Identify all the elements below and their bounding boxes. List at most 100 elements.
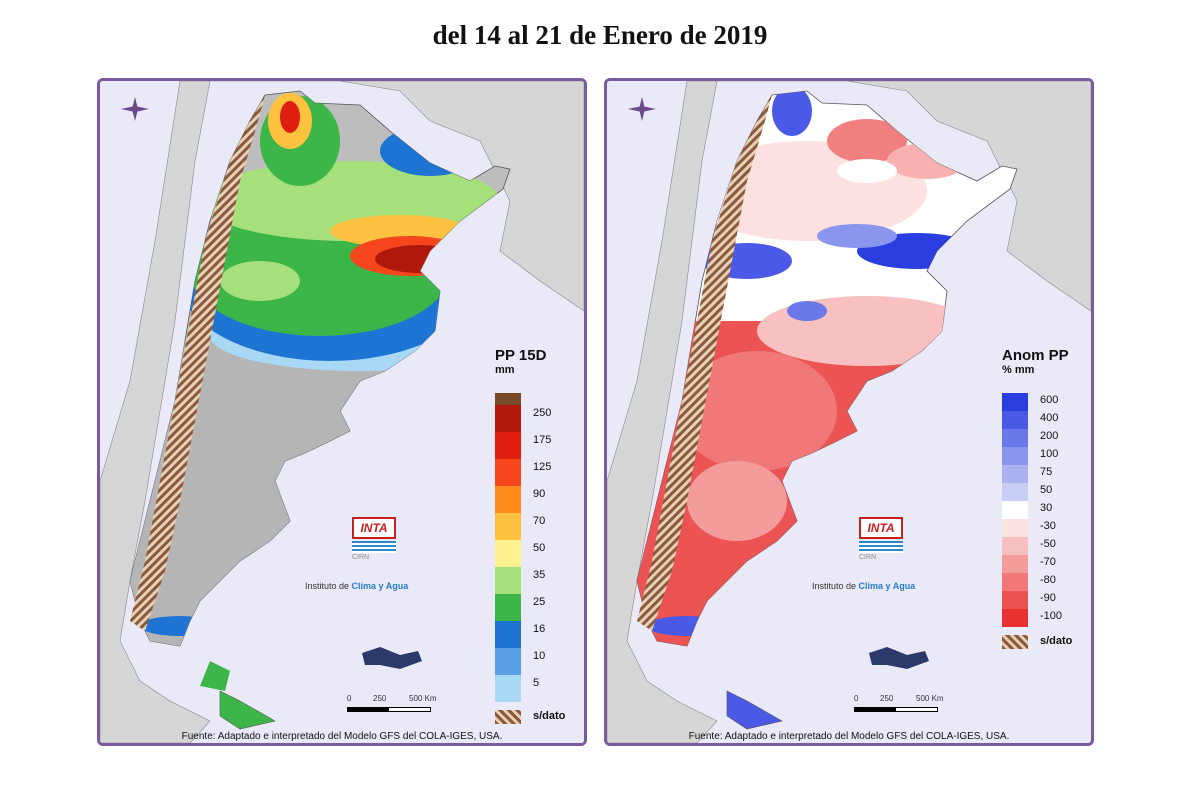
legend-label: -70: [1040, 556, 1056, 568]
legend-item: -100: [1002, 609, 1091, 627]
legend-swatch: [1002, 393, 1028, 411]
legend-swatch: [1002, 501, 1028, 519]
tierra-del-fuego: [219, 690, 276, 730]
legend-swatch-top: [495, 393, 584, 405]
falklands-islands: [362, 647, 422, 669]
legend-swatch: [495, 594, 521, 621]
precipitation-map: [100, 81, 584, 743]
legend-swatch: [1002, 573, 1028, 591]
scale-bar-graphic: [854, 707, 938, 712]
legend-label: 200: [1040, 430, 1059, 442]
legend-swatch: [1002, 537, 1028, 555]
legend-label: 25: [533, 596, 546, 608]
legend-swatch: [1002, 429, 1028, 447]
logo-stripes: [859, 541, 903, 553]
legend-item: 200: [1002, 429, 1091, 447]
legend-swatch: [495, 675, 521, 702]
legend-label: 50: [533, 542, 546, 554]
legend-title: PP 15D: [495, 347, 547, 364]
legend-swatch: [495, 486, 521, 513]
legend-swatch: [495, 405, 521, 432]
legend-swatch: [495, 393, 521, 405]
legend-title: Anom PP: [1002, 347, 1069, 364]
legend-item: 90: [495, 486, 584, 513]
legend-label: 5: [533, 677, 540, 689]
legend-swatch: [495, 459, 521, 486]
anomaly-map-panel: Anom PP % mm 600 400 200 100 75 50 30 -30 -50 -70…: [604, 78, 1094, 746]
logo-sub: CIRN: [859, 554, 877, 561]
patagonia-tip: [200, 661, 230, 691]
legend-unit: mm: [495, 364, 515, 376]
legend-item: -70: [1002, 555, 1091, 573]
legend-item: 400: [1002, 411, 1091, 429]
inta-logo: INTA CIRN: [352, 517, 396, 563]
legend-swatch: [1002, 555, 1028, 573]
scale-bar: 0 250 500 Km: [347, 694, 437, 724]
legend-item: -90: [1002, 591, 1091, 609]
legend-item: 70: [495, 513, 584, 540]
legend-label: 400: [1040, 412, 1059, 424]
tierra-del-fuego: [726, 690, 783, 730]
legend-swatch: [495, 513, 521, 540]
compass-icon: [121, 97, 149, 121]
institute-name: Clima y Agua: [351, 581, 409, 591]
andes-no-data-strip: [130, 95, 265, 631]
scale-label-500: 500 Km: [916, 694, 944, 703]
falklands-islands: [869, 647, 929, 669]
institute-label: Instituto de Clima y Agua: [305, 581, 408, 591]
legend-label: 125: [533, 461, 552, 473]
compass-icon: [628, 97, 656, 121]
legend-label: -30: [1040, 520, 1056, 532]
precipitation-legend: PP 15D mm 250 175 125 90 70 50 35 25 16 10 5 s/dato: [495, 347, 584, 724]
legend-nodata: s/dato: [1002, 635, 1091, 651]
andes-no-data-strip: [637, 95, 772, 631]
scale-label-0: 0: [854, 694, 859, 703]
chile-landmass: [607, 81, 718, 743]
legend-item: -80: [1002, 573, 1091, 591]
legend-swatch: [1002, 519, 1028, 537]
scale-bar: 0 250 500 Km: [854, 694, 944, 724]
legend-swatch: [1002, 411, 1028, 429]
legend-item: -50: [1002, 537, 1091, 555]
logo-stripes: [352, 541, 396, 553]
nodata-label: s/dato: [1040, 635, 1073, 647]
logo-text: INTA: [352, 517, 396, 539]
legend-label: 10: [533, 650, 546, 662]
legend-label: 16: [533, 623, 546, 635]
legend-swatch: [1002, 591, 1028, 609]
legend-label: 250: [533, 407, 552, 419]
legend-item: 5: [495, 675, 584, 702]
inta-logo: INTA CIRN: [859, 517, 903, 563]
chile-landmass: [100, 81, 211, 743]
legend-item: 10: [495, 648, 584, 675]
legend-item: 25: [495, 594, 584, 621]
scale-label-0: 0: [347, 694, 352, 703]
nodata-label: s/dato: [533, 710, 566, 722]
source-note: Fuente: Adaptado e interpretado del Mode…: [688, 731, 1010, 742]
legend-item: 75: [1002, 465, 1091, 483]
legend-swatch: [1002, 483, 1028, 501]
scale-bar-graphic: [347, 707, 431, 712]
legend-item: 35: [495, 567, 584, 594]
page-title: del 14 al 21 de Enero de 2019: [432, 20, 768, 50]
legend-item: 125: [495, 459, 584, 486]
legend-item: 30: [1002, 501, 1091, 519]
scale-label-500: 500 Km: [409, 694, 437, 703]
legend-label: -100: [1040, 610, 1063, 622]
legend-item: 250: [495, 405, 584, 432]
precipitation-map-panel: PP 15D mm 250 175 125 90 70 50 35 25 16 10 5 s/dato…: [97, 78, 587, 746]
institute-prefix: Instituto de: [812, 581, 857, 591]
logo-text: INTA: [859, 517, 903, 539]
nodata-swatch: [1002, 635, 1028, 649]
legend-swatch: [1002, 609, 1028, 627]
legend-label: 50: [1040, 484, 1053, 496]
legend-nodata: s/dato: [495, 710, 584, 726]
legend-label: 75: [1040, 466, 1053, 478]
legend-swatch: [495, 648, 521, 675]
source-note: Fuente: Adaptado e interpretado del Mode…: [181, 731, 503, 742]
neighbor-countries: [687, 81, 1091, 312]
legend-item: 100: [1002, 447, 1091, 465]
anomaly-legend: Anom PP % mm 600 400 200 100 75 50 30 -30 -50 -70…: [1002, 347, 1091, 649]
legend-label: -90: [1040, 592, 1056, 604]
legend-swatch: [495, 621, 521, 648]
